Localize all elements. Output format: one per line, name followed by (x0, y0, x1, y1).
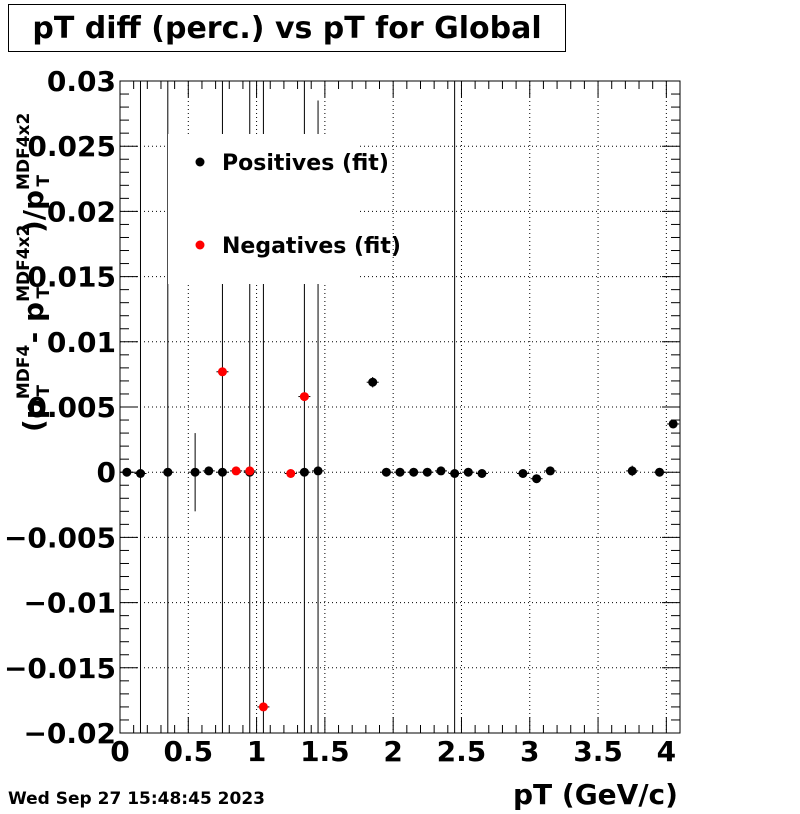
y-label-open: (p (17, 399, 50, 432)
timestamp: Wed Sep 27 15:48:45 2023 (8, 789, 266, 809)
chart-title: pT diff (perc.) vs pT for Global (8, 4, 566, 52)
y-label-minus: - p (17, 302, 50, 353)
x-tick-label: 1 (247, 735, 266, 768)
y-axis-label: (pMDF4T - pMDF4x2T)/pMDF4x2T (14, 113, 54, 432)
data-point-positive (299, 467, 309, 477)
x-tick-label: 0.5 (163, 735, 213, 768)
x-tick-label: 1.5 (300, 735, 350, 768)
y-label-sup-3: MDF4x2 (14, 113, 34, 190)
legend-marker-0 (195, 157, 205, 167)
data-point-positive (217, 467, 227, 477)
x-tick-label: 3 (520, 735, 539, 768)
data-point-negative (299, 392, 309, 402)
y-tick-label: −0.01 (23, 587, 116, 620)
data-point-negative (217, 367, 227, 377)
data-point-positive (668, 419, 678, 429)
x-tick-label: 2.5 (437, 735, 487, 768)
data-point-positive (655, 467, 665, 477)
y-label-sub-1: T (34, 385, 54, 397)
data-point-positive (627, 466, 637, 476)
data-point-positive (463, 467, 473, 477)
data-point-positive (368, 377, 378, 387)
y-tick-label: 0.005 (27, 391, 116, 424)
data-point-positive (409, 467, 419, 477)
data-point-positive (532, 474, 542, 484)
y-tick-label: 0.025 (27, 130, 116, 163)
y-axis-ticks: −0.02 −0.015 −0.01 −0.005 0 0.005 0.01 0.015 0.0… (4, 65, 680, 750)
data-point-positive (395, 467, 405, 477)
data-point-positive (163, 467, 173, 477)
data-point-positive (313, 466, 323, 476)
data-point-positive (381, 467, 391, 477)
data-point-negative (245, 466, 255, 476)
data-point-positive (422, 467, 432, 477)
y-label-sup-2: MDF4x2 (14, 225, 34, 302)
y-tick-label: 0.015 (27, 261, 116, 294)
x-axis-ticks: 0 0.5 1 1.5 2 2.5 3 3.5 4 (110, 81, 681, 768)
data-point-positive (450, 469, 460, 479)
y-label-sub-3: T (34, 175, 54, 187)
data-point-negative (258, 702, 268, 712)
y-label-sup-1: MDF4 (14, 345, 34, 400)
y-tick-label: 0.01 (47, 326, 116, 359)
data-points (122, 367, 678, 712)
legend-label-0: Positives (fit) (222, 151, 389, 176)
data-point-positive (190, 467, 200, 477)
legend-marker-1 (195, 240, 205, 250)
x-tick-label: 0 (110, 735, 129, 768)
y-tick-label: 0 (97, 456, 116, 489)
data-point-negative (231, 466, 241, 476)
y-tick-label: 0.03 (47, 65, 116, 98)
y-label-sub-2: T (34, 287, 54, 299)
legend: Positives (fit) Negatives (fit) (168, 134, 401, 284)
y-tick-label: 0.02 (47, 195, 116, 228)
data-point-negative (286, 469, 296, 479)
x-tick-label: 3.5 (573, 735, 623, 768)
y-tick-label: −0.02 (23, 717, 116, 750)
legend-label-1: Negatives (fit) (222, 234, 401, 259)
data-point-positive (436, 466, 446, 476)
data-point-positive (518, 469, 528, 479)
x-tick-label: 2 (383, 735, 402, 768)
data-point-positive (135, 469, 145, 479)
data-point-positive (204, 466, 214, 476)
y-label-divide: )/p (17, 190, 50, 233)
x-axis-label: pT (GeV/c) (513, 778, 678, 811)
x-tick-label: 4 (657, 735, 676, 768)
y-tick-label: −0.015 (4, 652, 116, 685)
data-point-positive (545, 466, 555, 476)
svg-text:(pMDF4T - pMDF4x2T)/pMDF4x2T: (pMDF4T - pMDF4x2T)/pMDF4x2T (14, 113, 54, 432)
data-point-positive (477, 469, 487, 479)
y-tick-label: −0.005 (4, 521, 116, 554)
